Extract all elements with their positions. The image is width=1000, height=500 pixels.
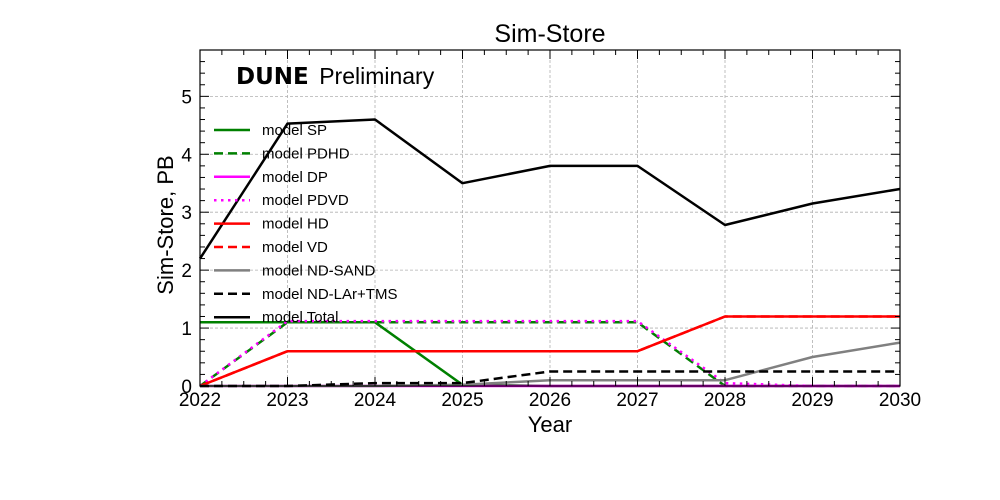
x-tick-label: 2026 [529, 390, 571, 411]
y-tick-label: 5 [181, 87, 192, 108]
legend-label: model Total [262, 309, 338, 326]
y-tick-label: 2 [181, 261, 192, 282]
x-tick-label: 2023 [266, 390, 308, 411]
y-tick-label: 0 [181, 377, 192, 398]
legend-label: model HD [262, 216, 329, 233]
y-tick-label: 1 [181, 319, 192, 340]
x-tick-label: 2029 [791, 390, 833, 411]
y-tick-label: 3 [181, 203, 192, 224]
watermark-normal: Preliminary [319, 63, 435, 89]
legend-label: model ND-SAND [262, 262, 376, 279]
y-axis-label: Sim-Store, PB [153, 155, 178, 294]
legend-label: model SP [262, 122, 327, 139]
legend: model SP model PDHD model DP model PDVD mode… [214, 122, 397, 326]
legend-label: model DP [262, 169, 328, 186]
legend-label: model VD [262, 239, 328, 256]
x-tick-label: 2027 [616, 390, 658, 411]
watermark-bold: DUNE [236, 64, 309, 90]
legend-label: model PDVD [262, 192, 349, 209]
x-tick-label: 2028 [704, 390, 746, 411]
series-line [199, 319, 900, 388]
legend-label: model ND-LAr+TMS [262, 286, 397, 303]
x-tick-label: 2025 [441, 390, 483, 411]
x-tick-label: 2024 [354, 390, 397, 411]
series-line [199, 315, 900, 388]
tick-labels: 2022 2023 2024 2025 2026 2027 2028 2029 2030 0 1 2 3… [179, 87, 921, 411]
grid [199, 50, 901, 387]
series-line [200, 370, 900, 388]
x-tick-label: 2022 [179, 390, 221, 411]
chart-title: Sim-Store [494, 20, 605, 48]
x-tick-label: 2030 [879, 390, 921, 411]
y-tick-label: 4 [181, 145, 192, 166]
axes [199, 49, 901, 387]
x-axis-label: Year [528, 412, 572, 437]
watermark: DUNE Preliminary [236, 63, 435, 90]
legend-label: model PDHD [262, 145, 350, 162]
series-line [198, 118, 901, 260]
